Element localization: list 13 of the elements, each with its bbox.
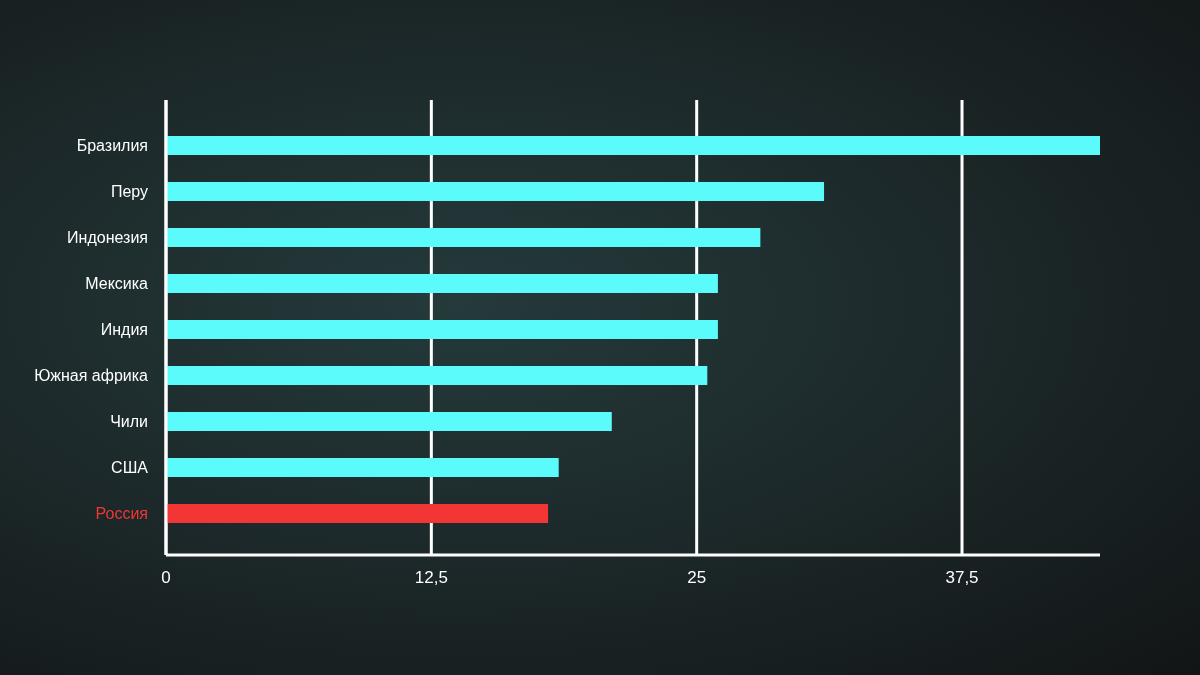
- y-tick-label: Россия: [95, 505, 148, 522]
- y-tick-label: Индия: [100, 321, 148, 338]
- x-tick-label: 25: [687, 568, 707, 588]
- y-tick-label: Мексика: [85, 275, 149, 292]
- y-tick-label: Бразилия: [76, 137, 148, 154]
- y-tick-label: США: [111, 459, 149, 476]
- x-tick-label: 0: [161, 568, 171, 588]
- y-tick-label: Южная африка: [34, 367, 149, 384]
- y-tick-label: Индонезия: [67, 229, 148, 246]
- x-tick-label: 12,5: [414, 568, 448, 588]
- y-tick-label: Перу: [110, 183, 148, 200]
- y-tick-label: Чили: [110, 413, 148, 430]
- x-tick-label: 37,5: [945, 568, 979, 588]
